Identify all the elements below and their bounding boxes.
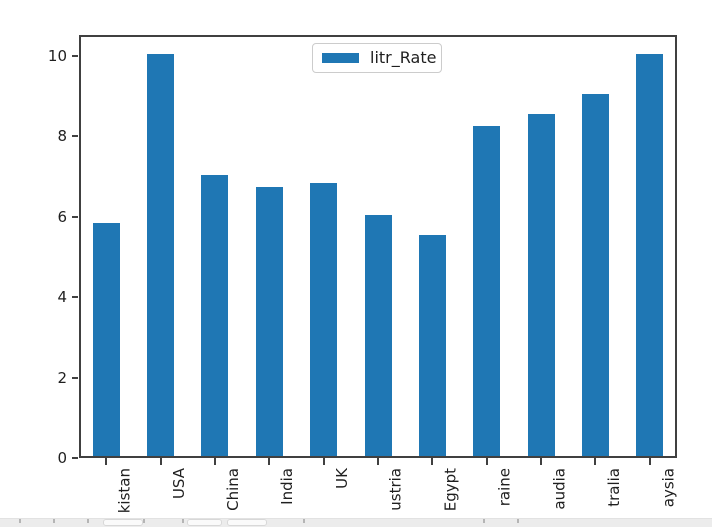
y-tick-label: 10 bbox=[47, 47, 67, 65]
legend-label: litr_Rate bbox=[370, 48, 437, 67]
bar-ustria bbox=[364, 215, 392, 456]
strip-mark bbox=[87, 519, 89, 523]
x-tick bbox=[485, 458, 488, 465]
bar-Egypt bbox=[418, 235, 446, 456]
strip-box bbox=[103, 519, 143, 526]
x-tick bbox=[377, 458, 379, 465]
bar-China bbox=[201, 175, 229, 456]
strip-mark bbox=[143, 519, 145, 523]
bar-kistan bbox=[92, 223, 120, 456]
plot-area bbox=[79, 35, 677, 458]
x-tick bbox=[105, 458, 108, 465]
x-tick bbox=[159, 458, 162, 465]
bar-aysia bbox=[636, 54, 664, 456]
y-tick bbox=[72, 55, 78, 57]
bar-USA bbox=[147, 54, 175, 456]
strip-mark bbox=[53, 519, 55, 523]
x-tick bbox=[431, 458, 434, 465]
y-tick bbox=[72, 135, 78, 138]
y-tick bbox=[72, 296, 78, 299]
x-tick-label: ustria bbox=[387, 468, 405, 511]
y-tick bbox=[72, 376, 78, 379]
x-tick-label: China bbox=[223, 468, 242, 511]
y-tick-label: 0 bbox=[57, 449, 67, 467]
bar-tralia bbox=[581, 94, 609, 456]
y-tick bbox=[72, 215, 78, 218]
x-tick bbox=[213, 458, 216, 465]
y-tick bbox=[72, 457, 78, 459]
bar-raine bbox=[473, 126, 501, 456]
strip-box bbox=[187, 519, 222, 526]
legend: litr_Rate bbox=[312, 43, 442, 73]
x-tick-label: tralia bbox=[604, 468, 623, 507]
x-tick-label: India bbox=[278, 468, 297, 505]
strip-mark bbox=[483, 519, 485, 523]
x-tick bbox=[648, 458, 651, 465]
strip-box bbox=[227, 519, 267, 526]
strip-mark bbox=[19, 519, 21, 523]
x-tick-label: Egypt bbox=[441, 468, 460, 512]
x-tick bbox=[268, 458, 271, 465]
x-tick bbox=[594, 458, 597, 465]
strip-mark bbox=[517, 519, 519, 523]
x-tick-label: audia bbox=[550, 468, 569, 510]
y-tick-label: 8 bbox=[57, 127, 67, 146]
y-tick-label: 2 bbox=[57, 368, 67, 387]
bar-India bbox=[255, 187, 283, 456]
bar-UK bbox=[310, 183, 338, 456]
y-tick-label: 4 bbox=[57, 288, 67, 307]
x-tick bbox=[540, 458, 543, 465]
x-tick-label: USA bbox=[169, 468, 188, 500]
bottom-strip bbox=[0, 518, 712, 527]
x-tick bbox=[322, 458, 325, 465]
x-tick-label: raine bbox=[495, 468, 514, 507]
strip-mark bbox=[182, 519, 184, 523]
legend-swatch-icon bbox=[322, 53, 359, 63]
bar-audia bbox=[527, 114, 555, 456]
x-tick-label: kistan bbox=[115, 468, 134, 514]
y-tick-label: 6 bbox=[57, 207, 67, 226]
strip-mark bbox=[303, 519, 305, 523]
x-tick-label: aysia bbox=[658, 468, 677, 508]
x-tick-label: UK bbox=[332, 468, 351, 489]
